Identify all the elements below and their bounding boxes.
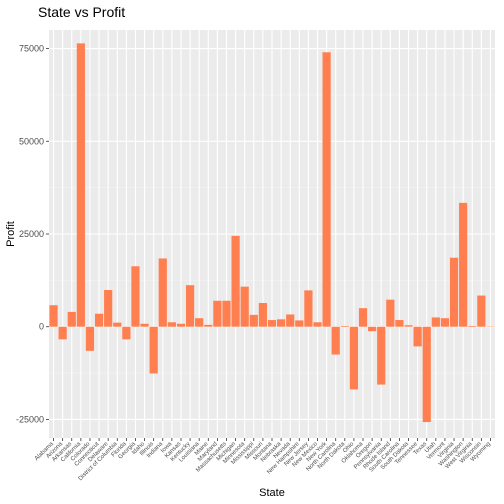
bar: [131, 266, 140, 327]
bar: [67, 311, 76, 327]
bar: [94, 313, 104, 327]
bar: [104, 290, 113, 327]
y-tick-label: 50000: [19, 136, 44, 146]
bar: [459, 202, 468, 327]
bar: [149, 326, 158, 374]
y-axis-title: Profit: [5, 221, 17, 247]
bar: [404, 325, 413, 327]
bar: [368, 326, 377, 332]
bar: [140, 323, 149, 327]
bar: [113, 322, 122, 327]
bar: [304, 290, 313, 327]
bar: [49, 305, 58, 327]
bar: [313, 322, 322, 327]
bar: [449, 257, 459, 327]
y-tick-label: 25000: [19, 229, 44, 239]
bar: [195, 318, 204, 327]
bar: [185, 285, 195, 327]
bar: [295, 320, 304, 327]
chart-title: State vs Profit: [38, 4, 125, 20]
bar: [267, 320, 277, 327]
bar: [349, 326, 359, 390]
bar: [468, 325, 477, 327]
bar: [231, 235, 240, 327]
bar: [258, 302, 267, 327]
x-axis-title: State: [259, 487, 285, 499]
bar: [477, 295, 486, 327]
bar: [322, 52, 331, 327]
gridlines: [49, 30, 495, 438]
bar: [213, 300, 222, 327]
bar: [167, 322, 176, 327]
bar: [122, 326, 131, 340]
y-tick-label: 75000: [19, 44, 44, 54]
bar: [240, 286, 249, 327]
bar: [386, 299, 395, 327]
bar: [222, 300, 231, 327]
bars: [49, 43, 495, 423]
bar: [176, 323, 186, 327]
bar: [413, 326, 422, 347]
bar: [422, 326, 431, 423]
bar: [358, 308, 368, 327]
bar: [331, 326, 340, 355]
bar: [377, 326, 386, 385]
bar: [277, 319, 286, 327]
bar: [395, 320, 404, 327]
bar: [58, 326, 67, 340]
bar: [340, 325, 349, 327]
bar: [158, 258, 167, 327]
bar: [204, 324, 213, 327]
bar: [76, 43, 85, 327]
bar: [249, 314, 258, 327]
y-axis-ticks: -25000 0 25000 50000 75000: [16, 44, 49, 424]
y-tick-label: 0: [39, 322, 44, 332]
y-tick-label: -25000: [16, 414, 44, 424]
bar: [431, 317, 440, 327]
x-axis-ticks: AlabamaArizonaArkansasCaliforniaColorado…: [34, 438, 492, 482]
bar: [85, 326, 95, 351]
bar: [440, 318, 450, 327]
bar: [286, 314, 295, 327]
